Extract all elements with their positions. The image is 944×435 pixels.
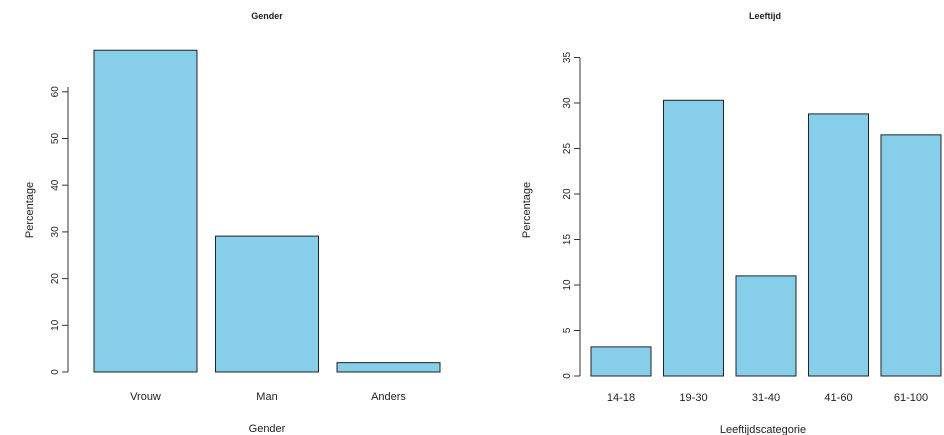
- y-tick-label: 20: [50, 273, 61, 285]
- x-category-label: 14-18: [607, 392, 635, 404]
- bar-41-60: [808, 113, 869, 377]
- bar-vrouw: [93, 49, 198, 373]
- y-tick-label: 25: [562, 143, 573, 155]
- x-axis-title: Leeftijdscategorie: [720, 424, 806, 435]
- y-tick-label: 40: [50, 179, 61, 191]
- x-category-label: Anders: [371, 391, 406, 403]
- x-category-label: 41-60: [824, 392, 852, 404]
- y-tick-label: 0: [562, 373, 573, 379]
- y-tick-label: 30: [562, 97, 573, 109]
- y-tick-label: 15: [562, 234, 573, 246]
- bar-31-40: [735, 275, 797, 377]
- y-tick-label: 0: [50, 369, 61, 375]
- category-labels: Vrouw Man Anders: [130, 391, 406, 403]
- bar-19-30: [663, 99, 724, 377]
- chart-title: Gender: [251, 11, 283, 21]
- bars: [590, 99, 942, 377]
- y-tick-label: 50: [50, 133, 61, 145]
- chart-title: Leeftijd: [749, 11, 781, 21]
- x-category-label: 19-30: [679, 392, 707, 404]
- y-ticks: 0 5 10 15 20 25 30 35: [562, 52, 580, 379]
- bar-14-18: [590, 346, 652, 377]
- y-tick-label: 10: [562, 279, 573, 291]
- y-axis-title: Percentage: [521, 182, 533, 238]
- y-tick-label: 60: [50, 86, 61, 98]
- x-category-label: Man: [256, 391, 277, 403]
- y-tick-label: 10: [50, 319, 61, 331]
- bars: [93, 49, 441, 373]
- y-ticks: 0 10 20 30 40 50 60: [50, 86, 68, 375]
- age-chart: Leeftijd 0 5 10 15 20 25 30 35 14-18 19-30 31-40 4…: [521, 11, 942, 435]
- bar-man: [215, 235, 319, 373]
- y-tick-label: 20: [562, 188, 573, 200]
- x-category-label: 61-100: [894, 392, 928, 404]
- x-category-label: 31-40: [752, 392, 780, 404]
- y-tick-label: 30: [50, 226, 61, 238]
- x-category-label: Vrouw: [130, 391, 161, 403]
- y-axis-title: Percentage: [24, 182, 36, 238]
- category-labels: 14-18 19-30 31-40 41-60 61-100: [607, 392, 928, 404]
- gender-chart: Gender 0 10 20 30 40 50 60 Vrouw Man Anders Gend…: [24, 11, 441, 435]
- x-axis-title: Gender: [249, 423, 286, 435]
- bar-61-100: [880, 134, 942, 377]
- y-tick-label: 35: [562, 52, 573, 64]
- bar-anders: [336, 362, 441, 373]
- y-tick-label: 5: [562, 327, 573, 333]
